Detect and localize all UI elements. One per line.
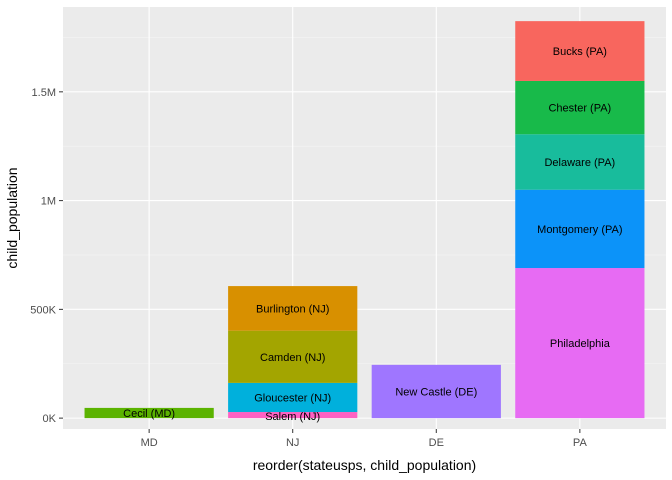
segment-label: Cecil (MD): [123, 408, 175, 420]
bar-segment: [228, 382, 358, 413]
segment-label: Camden (NJ): [260, 352, 325, 364]
segment-label: Chester (PA): [548, 103, 611, 115]
segment-labels: Cecil (MD) Salem (NJ) Gloucester (NJ) Camde…: [123, 46, 622, 423]
bar-segment: [228, 286, 358, 331]
segment-label: Montgomery (PA): [537, 224, 622, 236]
bar-segment: [228, 330, 358, 383]
segment-label: Philadelphia: [550, 338, 611, 350]
y-tick-label: 1M: [41, 196, 56, 208]
segment-label: Burlington (NJ): [256, 303, 329, 315]
bar-segment: [515, 134, 645, 190]
y-axis: 0K 500K 1M 1.5M: [30, 87, 63, 425]
y-tick-label: 1.5M: [32, 87, 56, 99]
segment-label: Gloucester (NJ): [254, 392, 331, 404]
y-tick-label: 500K: [30, 304, 56, 316]
segment-label: New Castle (DE): [395, 386, 477, 398]
x-tick-label: DE: [429, 437, 444, 449]
bar-segment: [515, 21, 645, 81]
bar-segment: [515, 189, 645, 269]
segment-label: Salem (NJ): [265, 411, 320, 423]
bar-segment: [515, 80, 645, 135]
segment-label: Delaware (PA): [544, 157, 615, 169]
x-tick-label: PA: [573, 437, 588, 449]
bar-segment: [84, 407, 214, 419]
x-tick-label: NJ: [286, 437, 299, 449]
x-tick-label: MD: [141, 437, 158, 449]
segment-label: Bucks (PA): [553, 46, 607, 58]
bar-segment: [515, 268, 645, 419]
y-axis-title: child_population: [4, 167, 20, 268]
bars: [84, 21, 645, 419]
bar-segment: [228, 412, 358, 419]
bar-segment: [371, 364, 501, 419]
x-axis-title: reorder(stateusps, child_population): [253, 457, 476, 473]
y-tick-label: 0K: [43, 413, 57, 425]
x-axis: MD NJ DE PA: [141, 429, 588, 449]
